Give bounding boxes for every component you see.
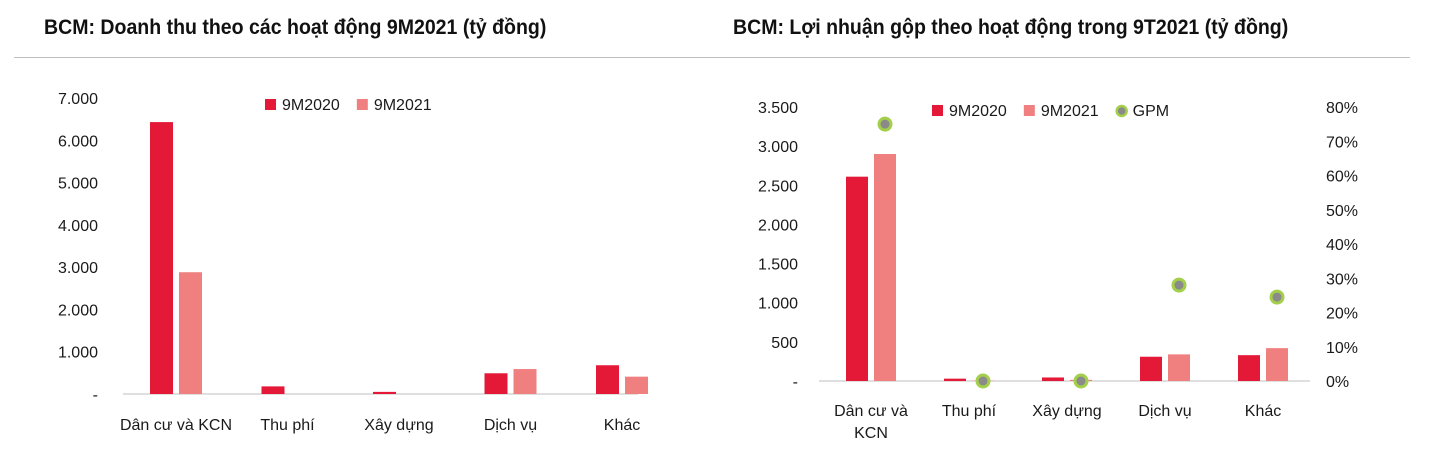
right-category-label: Dịch vụ xyxy=(1138,403,1191,420)
left-bar-9m2020 xyxy=(261,386,285,394)
right-legend-swatch-gpm xyxy=(1115,104,1128,118)
right-y-tick-label: 2.500 xyxy=(758,178,798,195)
left-legend-swatch-9m2020 xyxy=(265,99,276,110)
right-legend-swatch-9m2021 xyxy=(1023,105,1035,116)
right-y2-tick-label: 50% xyxy=(1326,203,1358,220)
left-y-tick-label: 6.000 xyxy=(58,133,98,150)
right-gpm-point xyxy=(1171,277,1187,293)
right-y2-tick-label: 40% xyxy=(1326,237,1358,254)
right-y-tick-label: - xyxy=(793,374,798,391)
left-bar-9m2020 xyxy=(373,391,396,394)
left-legend-swatch-9m2021 xyxy=(356,99,368,110)
right-category-label: Khác xyxy=(1245,403,1281,420)
right-legend-label: GPM xyxy=(1133,103,1169,120)
left-category-label: Xây dựng xyxy=(364,417,433,434)
left-y-tick-label: 4.000 xyxy=(58,218,98,235)
right-y2-tick-label: 70% xyxy=(1326,134,1358,151)
right-bar-9m2020 xyxy=(846,176,868,381)
left-bar-9m2021 xyxy=(625,376,648,394)
header-divider xyxy=(14,57,1410,58)
right-category-label: Xây dựng xyxy=(1032,403,1101,420)
right-legend-label: 9M2021 xyxy=(1041,103,1099,120)
right-bar-9m2021 xyxy=(1266,348,1288,381)
left-y-tick-label: - xyxy=(93,387,98,404)
right-gpm-point xyxy=(1073,373,1089,389)
right-gpm-point xyxy=(1269,289,1285,305)
right-chart-title: BCM: Lợi nhuận gộp theo hoạt động trong … xyxy=(733,16,1289,39)
left-bar-9m2021 xyxy=(179,272,202,394)
left-chart-title: BCM: Doanh thu theo các hoạt động 9M2021… xyxy=(44,16,547,39)
right-gpm-point xyxy=(975,373,991,389)
right-bar-9m2020 xyxy=(1042,377,1064,381)
left-y-tick-label: 2.000 xyxy=(58,302,98,319)
right-y2-tick-label: 20% xyxy=(1326,306,1358,323)
right-y-tick-label: 3.500 xyxy=(758,100,798,117)
right-gpm-point xyxy=(877,116,893,132)
left-y-tick-label: 7.000 xyxy=(58,91,98,108)
right-y2-tick-label: 80% xyxy=(1326,100,1358,117)
right-category-label: Dân cư và KCN xyxy=(834,403,908,442)
left-legend-label: 9M2020 xyxy=(282,97,340,114)
right-legend-label: 9M2020 xyxy=(949,103,1007,120)
left-y-tick-label: 5.000 xyxy=(58,176,98,193)
right-y-tick-label: 3.000 xyxy=(758,139,798,156)
left-category-label: Dân cư và KCN xyxy=(120,417,232,434)
left-bar-9m2020 xyxy=(484,373,508,394)
left-category-label: Dịch vụ xyxy=(484,417,537,434)
right-y-tick-label: 1.500 xyxy=(758,257,798,274)
left-bar-9m2021 xyxy=(513,369,537,394)
right-y2-tick-label: 10% xyxy=(1326,340,1358,357)
left-y-tick-label: 3.000 xyxy=(58,260,98,277)
left-bar-9m2020 xyxy=(150,122,173,395)
left-bar-9m2020 xyxy=(596,365,619,394)
right-bar-9m2020 xyxy=(1140,356,1162,381)
right-category-label: Thu phí xyxy=(942,403,997,420)
right-legend-swatch-9m2020 xyxy=(932,105,943,116)
left-legend-label: 9M2021 xyxy=(374,97,432,114)
left-y-tick-label: 1.000 xyxy=(58,345,98,362)
right-y-tick-label: 1.000 xyxy=(758,296,798,313)
right-bar-9m2020 xyxy=(1238,355,1260,381)
right-bar-9m2021 xyxy=(1168,354,1190,381)
right-y2-tick-label: 60% xyxy=(1326,169,1358,186)
left-category-label: Thu phí xyxy=(260,417,315,434)
right-bar-9m2020 xyxy=(944,378,966,381)
right-bar-9m2021 xyxy=(874,153,896,381)
left-category-label: Khác xyxy=(604,417,640,434)
right-y2-tick-label: 0% xyxy=(1326,374,1349,391)
right-y2-tick-label: 30% xyxy=(1326,271,1358,288)
right-y-tick-label: 500 xyxy=(771,335,798,352)
right-y-tick-label: 2.000 xyxy=(758,217,798,234)
